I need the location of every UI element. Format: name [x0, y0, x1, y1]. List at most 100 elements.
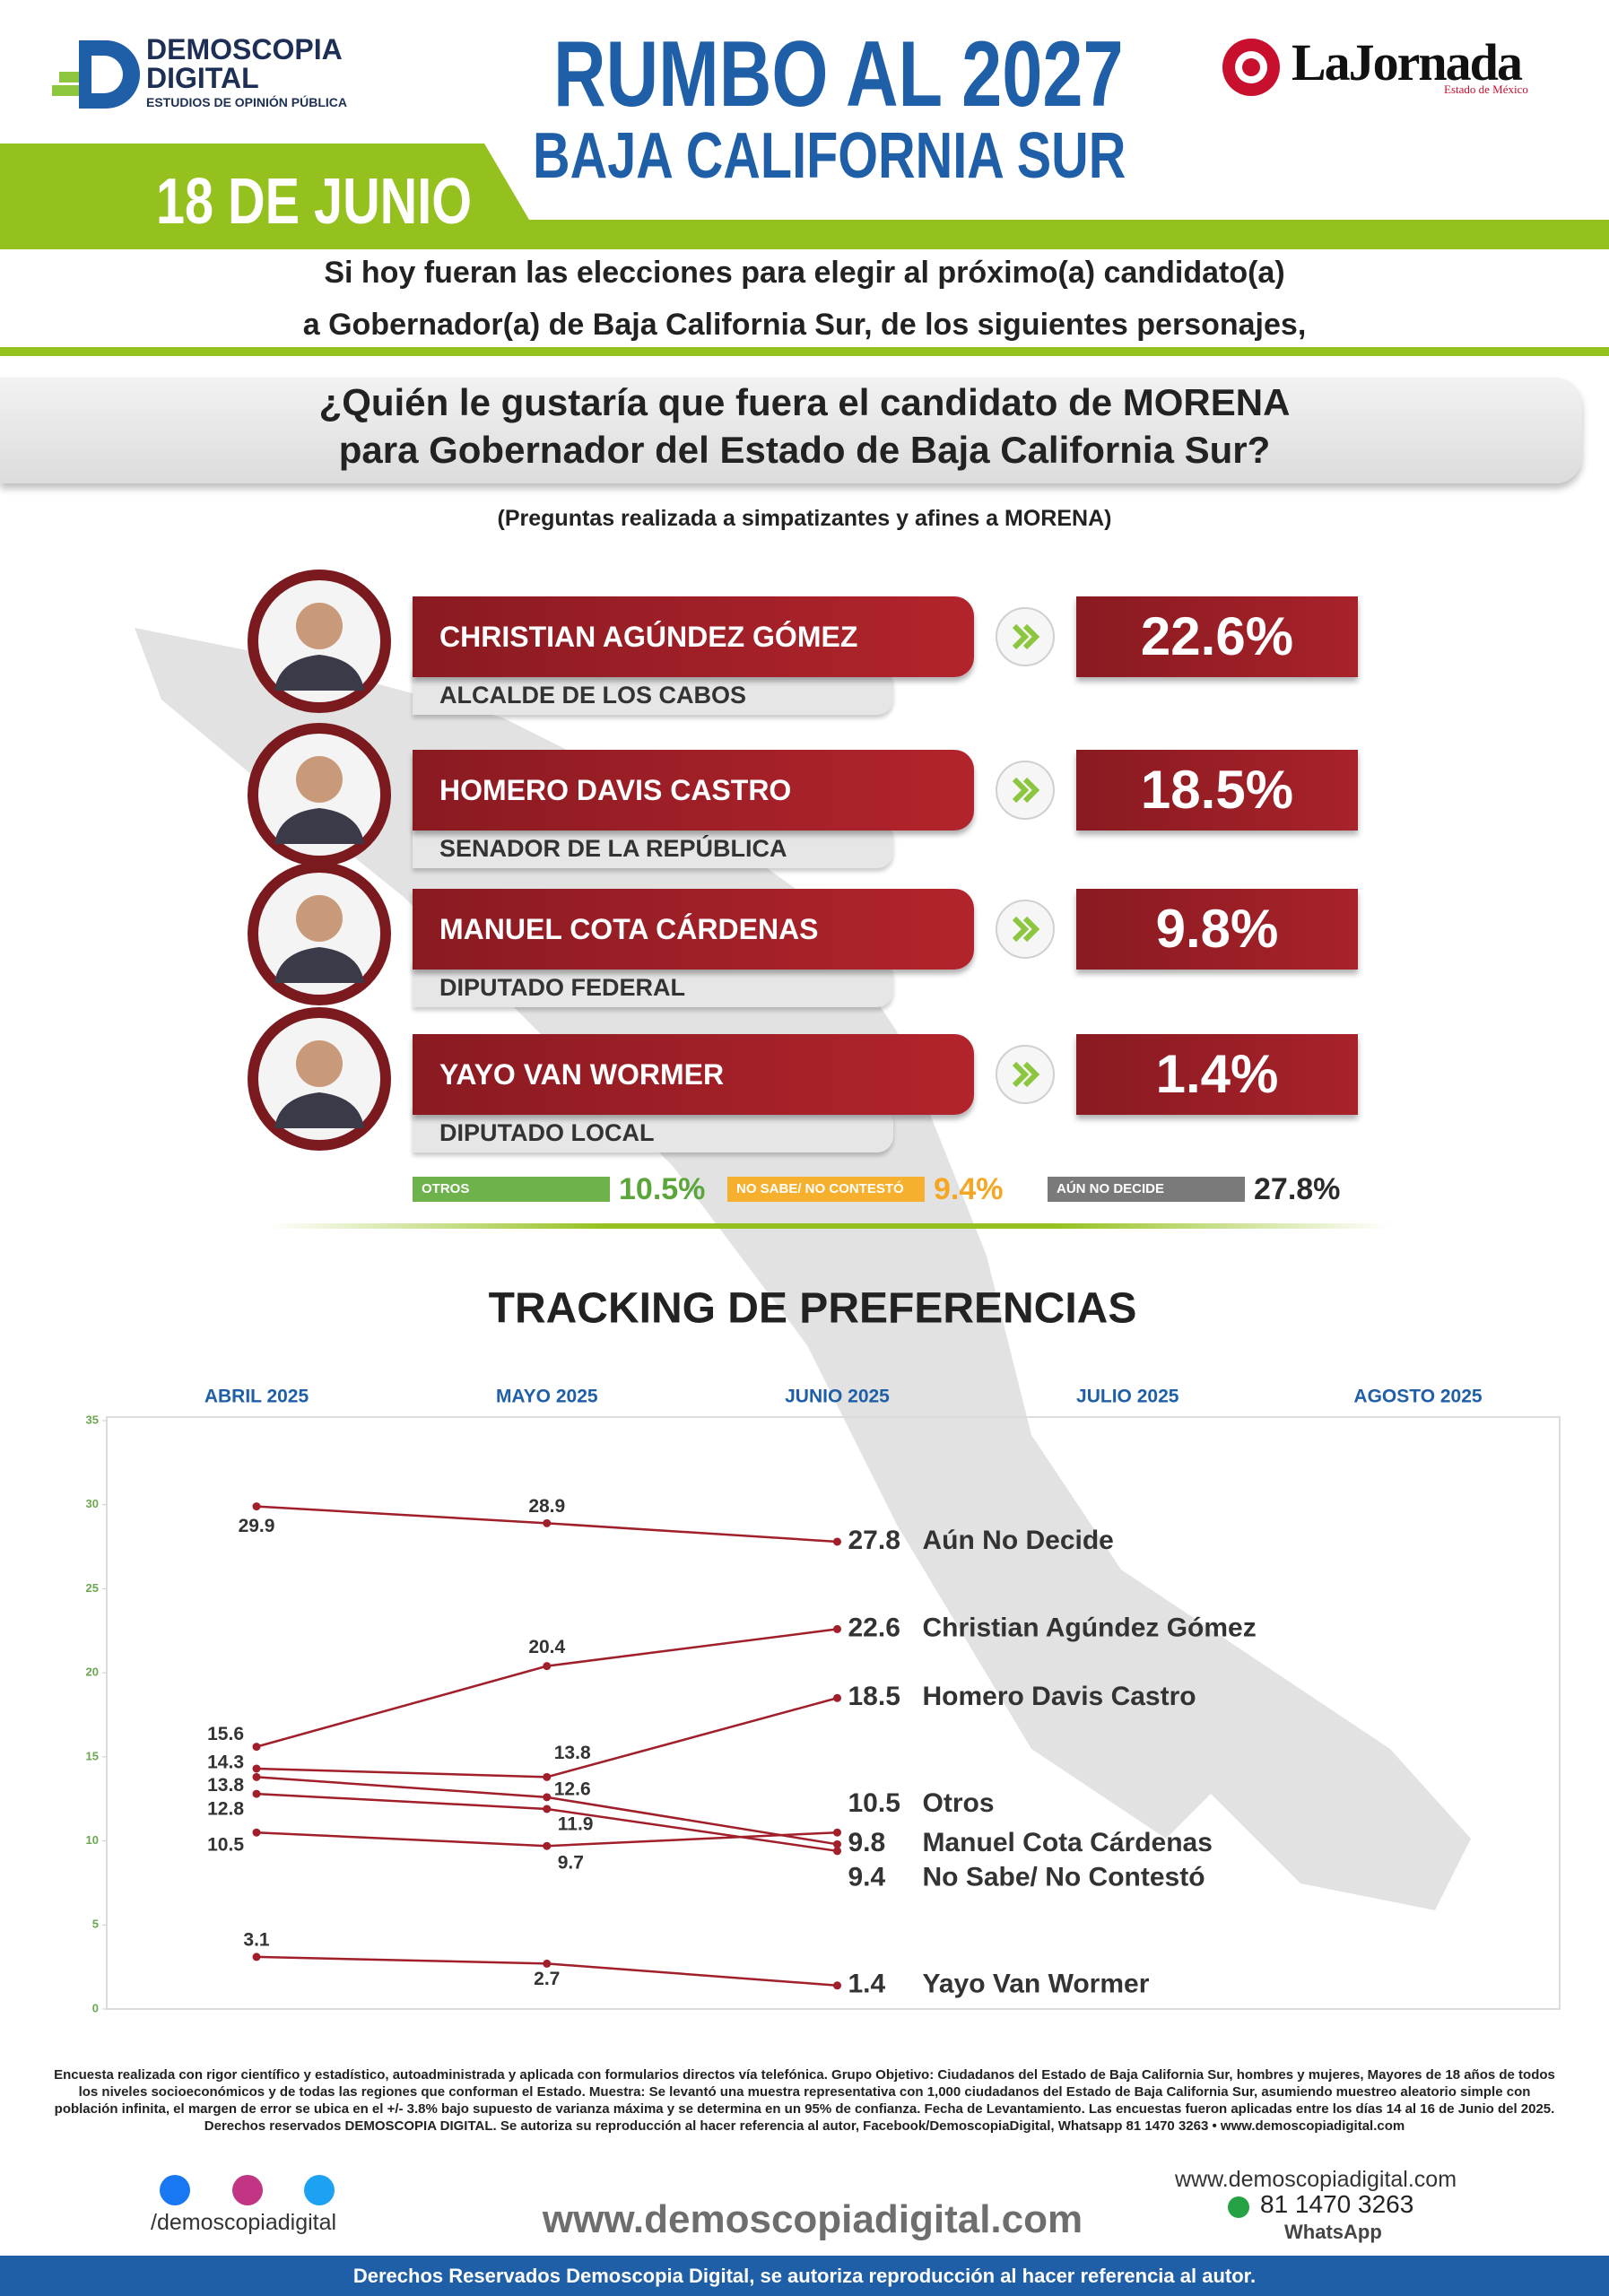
data-point: [833, 1693, 841, 1702]
brand-name: DIGITAL: [146, 62, 259, 94]
divider: [0, 347, 1609, 356]
data-label: 13.8: [207, 1775, 244, 1796]
data-label: 29.9: [239, 1516, 275, 1536]
name-bar: [413, 596, 974, 677]
end-value-label: 10.5: [848, 1788, 900, 1818]
data-point: [543, 1793, 552, 1802]
series-name: Aún No Decide: [923, 1526, 1114, 1555]
data-label: 28.9: [528, 1496, 565, 1517]
data-point: [252, 1952, 261, 1961]
others-label: NO SABE/ NO CONTESTÓ: [736, 1181, 904, 1196]
series-name: Otros: [923, 1788, 995, 1818]
photo-body: [274, 655, 364, 691]
data-point: [833, 1981, 841, 1990]
others-label: OTROS: [422, 1181, 470, 1196]
candidate-photo: [248, 570, 391, 713]
brand-name: DEMOSCOPIA: [146, 33, 343, 65]
x-tick-label: JULIO 2025: [1076, 1387, 1179, 1407]
series-name: No Sabe/ No Contestó: [923, 1863, 1205, 1892]
photo-body: [274, 1092, 364, 1128]
share-box: [1076, 1034, 1358, 1115]
candidate-name: CHRISTIAN AGÚNDEZ GÓMEZ: [439, 621, 858, 653]
others-label: AÚN NO DECIDE: [1057, 1181, 1165, 1196]
end-value-label: 9.8: [848, 1828, 886, 1857]
candidate-role: SENADOR DE LA REPÚBLICA: [439, 835, 787, 862]
chevron: [1022, 623, 1040, 650]
end-value-label: 27.8: [848, 1526, 900, 1555]
methodology: Encuesta realizada con rigor científico …: [54, 2067, 1555, 2134]
y-tick-label: 15: [86, 1749, 99, 1762]
data-label: 20.4: [528, 1637, 565, 1657]
candidate-photo: [248, 1007, 391, 1151]
twitter-icon[interactable]: [304, 2175, 335, 2205]
chevron: [1012, 623, 1030, 650]
partner-region: Estado de México: [1444, 83, 1528, 96]
data-point: [543, 1959, 552, 1968]
share-box: [1076, 596, 1358, 677]
data-point: [833, 1624, 841, 1633]
share-box: [1076, 750, 1358, 831]
data-label: 2.7: [534, 1969, 560, 1989]
data-point: [543, 1841, 552, 1850]
chevron-icon: [996, 900, 1055, 959]
data-label: 12.6: [554, 1779, 591, 1799]
candidate-share: 9.8%: [1155, 899, 1279, 959]
chevron: [1012, 1061, 1030, 1088]
series-name: Manuel Cota Cárdenas: [923, 1828, 1213, 1857]
photo-head: [296, 603, 343, 649]
data-label: 15.6: [207, 1724, 244, 1744]
chevron: [1012, 916, 1030, 943]
chart-title: TRACKING DE PREFERENCIAS: [489, 1285, 1137, 1333]
brand-icon: [52, 40, 140, 109]
whatsapp-icon: [1228, 2196, 1249, 2218]
chevron-icon: [996, 607, 1055, 666]
others-share: 10.5%: [619, 1172, 706, 1206]
y-tick-label: 25: [86, 1581, 99, 1595]
photo-body: [274, 947, 364, 983]
website[interactable]: www.demoscopiadigital.com: [542, 2197, 1083, 2241]
data-label: 12.8: [207, 1799, 244, 1820]
share-box: [1076, 889, 1358, 970]
others-box: [727, 1177, 925, 1202]
data-point: [252, 1772, 261, 1781]
instagram-icon[interactable]: [232, 2175, 263, 2205]
end-value-label: 1.4: [848, 1970, 886, 1999]
candidate-photo: [248, 723, 391, 866]
end-value-label: 9.4: [848, 1863, 886, 1892]
data-point: [252, 1764, 261, 1773]
website-small[interactable]: www.demoscopiadigital.com: [1175, 2167, 1457, 2192]
social-handle: /demoscopiadigital: [151, 2210, 337, 2235]
y-tick-label: 5: [92, 1918, 99, 1931]
name-bar: [413, 889, 974, 970]
data-point: [833, 1537, 841, 1546]
photo-head: [296, 1040, 343, 1087]
rights-bar: Derechos Reservados Demoscopia Digital, …: [0, 2256, 1609, 2296]
data-point: [543, 1772, 552, 1781]
y-tick-label: 10: [86, 1833, 99, 1847]
phone-label: WhatsApp: [1284, 2221, 1382, 2243]
candidate-role: ALCALDE DE LOS CABOS: [439, 682, 747, 709]
others-share: 27.8%: [1254, 1172, 1341, 1206]
facebook-icon[interactable]: [160, 2175, 190, 2205]
data-point: [543, 1518, 552, 1527]
question-line: ¿Quién le gustaría que fuera el candidat…: [318, 381, 1291, 423]
data-label: 9.7: [558, 1853, 584, 1874]
brand-icon-bar: [59, 72, 79, 83]
brand-icon-bar: [52, 85, 79, 96]
chevron: [1022, 916, 1040, 943]
series-name: Yayo Van Wormer: [923, 1970, 1150, 1999]
x-tick-label: MAYO 2025: [496, 1387, 598, 1407]
photo-head: [296, 756, 343, 803]
y-tick-label: 35: [86, 1413, 99, 1426]
data-point: [543, 1662, 552, 1671]
data-label: 3.1: [243, 1929, 270, 1950]
candidate-name: HOMERO DAVIS CASTRO: [439, 774, 792, 806]
photo-body: [274, 808, 364, 844]
data-label: 11.9: [558, 1814, 594, 1835]
social-icons: [160, 2175, 335, 2205]
end-value-label: 22.6: [848, 1613, 900, 1642]
data-point: [543, 1805, 552, 1813]
question-box: [0, 378, 1582, 483]
y-tick-label: 0: [92, 2001, 99, 2014]
